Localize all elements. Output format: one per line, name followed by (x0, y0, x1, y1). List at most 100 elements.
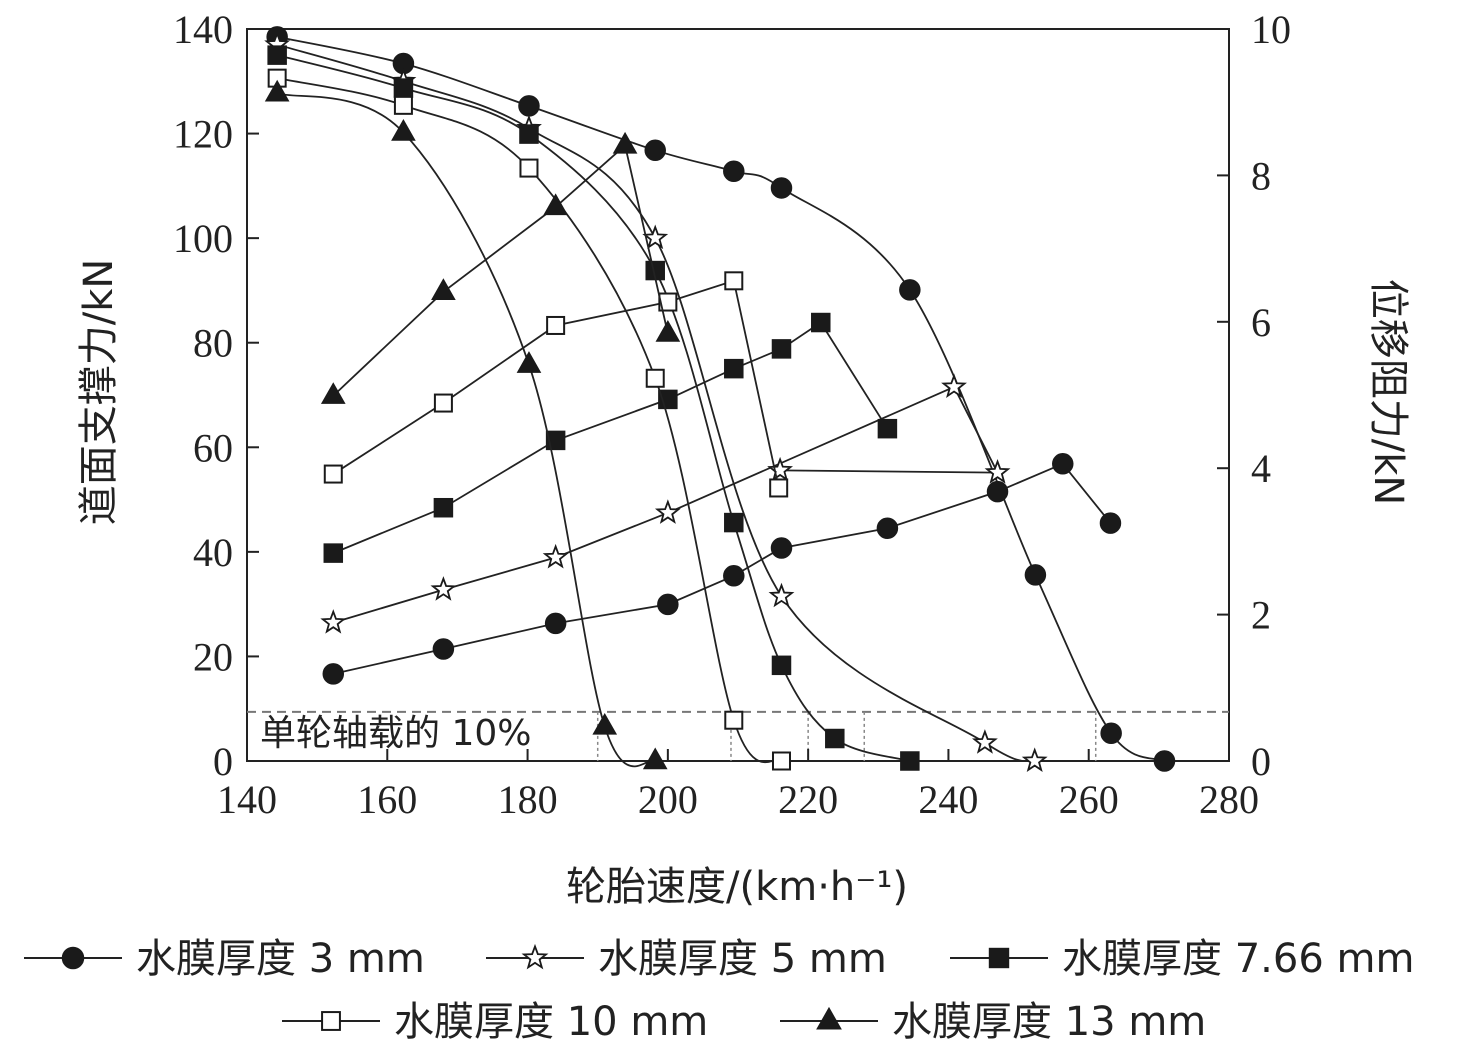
resistance-point (430, 576, 457, 601)
support-point (768, 582, 795, 608)
support-point (264, 79, 290, 102)
y-axis-right-title: 位移阻力/kN (1365, 279, 1411, 506)
legend-marker (61, 946, 85, 970)
resistance-point (432, 638, 455, 660)
legend: 水膜厚度 3 mm 水膜厚度 5 mm 水膜厚度 7.66 mm 水膜厚度 10 mm… (24, 936, 1414, 1045)
support-point (771, 655, 792, 676)
x-tick-label: 260 (1059, 777, 1119, 822)
resistance-point (811, 312, 831, 333)
support-point (724, 512, 744, 533)
legend-item-4: 水膜厚度 10 mm (282, 999, 708, 1045)
y-right-tick-label: 6 (1251, 300, 1271, 345)
x-tick-label: 140 (217, 777, 277, 822)
support-point (724, 710, 744, 730)
y-right-tick-label: 2 (1251, 593, 1271, 638)
resistance-point (986, 480, 1009, 503)
resistance-line (332, 143, 669, 397)
support-point (771, 751, 791, 771)
resistance-point (723, 565, 745, 587)
support-point (825, 728, 845, 749)
resistance-point (876, 517, 899, 539)
legend-item-3: 水膜厚度 7.66 mm (950, 936, 1414, 982)
ticks-group: 140 160 180 200 220 240 260 2800204060801001201… (173, 7, 1291, 822)
resistance-line (332, 279, 780, 489)
support-point (723, 160, 745, 182)
resistance-point (320, 609, 347, 634)
resistance-line (332, 321, 889, 554)
y-left-tick-label: 40 (193, 530, 233, 575)
support-point (642, 747, 668, 770)
support-point (393, 95, 413, 115)
y-left-tick-label: 0 (213, 739, 233, 784)
resistance-point (984, 459, 1011, 484)
legend-marker (521, 943, 549, 970)
resistance-point (1099, 512, 1122, 534)
y-left-tick-label: 20 (193, 634, 233, 679)
legend-item-5: 水膜厚度 13 mm (780, 999, 1206, 1045)
resistance-point (542, 543, 569, 569)
legend-label: 水膜厚度 13 mm (892, 999, 1206, 1045)
resistance-point (612, 131, 638, 154)
resistance-point (431, 278, 456, 300)
x-tick-label: 160 (357, 777, 417, 822)
y-right-tick-label: 4 (1251, 446, 1271, 491)
resistance-point (941, 373, 967, 398)
y-right-tick-label: 8 (1251, 153, 1271, 198)
support-curve (276, 43, 1036, 763)
x-tick-label: 200 (638, 777, 698, 822)
legend-label: 水膜厚度 3 mm (136, 936, 425, 982)
resistance-point (654, 499, 681, 524)
resistance-point (323, 543, 344, 563)
y-axis-left-title: 道面支撑力/kN (76, 259, 122, 526)
support-point (1024, 564, 1047, 586)
y-left-tick-label: 60 (193, 425, 233, 470)
resistance-point (877, 418, 898, 439)
resistance-point (543, 193, 568, 216)
legend-item-1: 水膜厚度 3 mm (24, 936, 425, 982)
support-point (391, 119, 416, 141)
support-point (519, 158, 539, 178)
resistance-point (767, 456, 794, 482)
y-left-tick-label: 80 (193, 321, 233, 366)
support-point (516, 351, 542, 373)
resistance-point (770, 537, 793, 559)
legend-label: 水膜厚度 5 mm (598, 936, 887, 982)
resistance-point (724, 358, 744, 379)
resistance-point (724, 271, 744, 291)
x-tick-label: 180 (498, 777, 558, 822)
support-point (645, 368, 665, 388)
support-point (899, 279, 921, 301)
resistance-point (320, 382, 346, 404)
series-2 (264, 31, 1048, 772)
support-curve (276, 54, 911, 762)
resistance-point (769, 478, 789, 498)
resistance-point (322, 663, 345, 685)
legend-label: 水膜厚度 7.66 mm (1062, 936, 1414, 982)
support-point (518, 95, 540, 117)
support-point (1100, 722, 1122, 745)
plot-frame (246, 28, 1230, 762)
support-curve (276, 35, 1165, 762)
resistance-point (544, 612, 567, 635)
support-point (267, 45, 287, 65)
support-point (900, 751, 920, 771)
reference-line-label: 单轮轴载的 10% (260, 713, 531, 754)
resistance-line (333, 462, 1112, 675)
support-point (971, 729, 998, 754)
y-left-tick-label: 140 (173, 7, 233, 52)
y-right-tick-label: 10 (1251, 7, 1291, 52)
series-group (264, 26, 1176, 772)
resistance-point (546, 315, 566, 335)
legend-marker (321, 1011, 341, 1031)
support-point (393, 78, 414, 98)
support-point (642, 224, 669, 250)
y-right-tick-label: 0 (1251, 739, 1271, 784)
y-left-tick-label: 120 (173, 112, 233, 157)
x-tick-label: 220 (778, 777, 838, 822)
series-4 (267, 68, 791, 771)
resistance-point (545, 430, 566, 451)
resistance-point (433, 393, 453, 413)
series-5 (264, 79, 681, 770)
x-tick-label: 240 (918, 777, 978, 822)
